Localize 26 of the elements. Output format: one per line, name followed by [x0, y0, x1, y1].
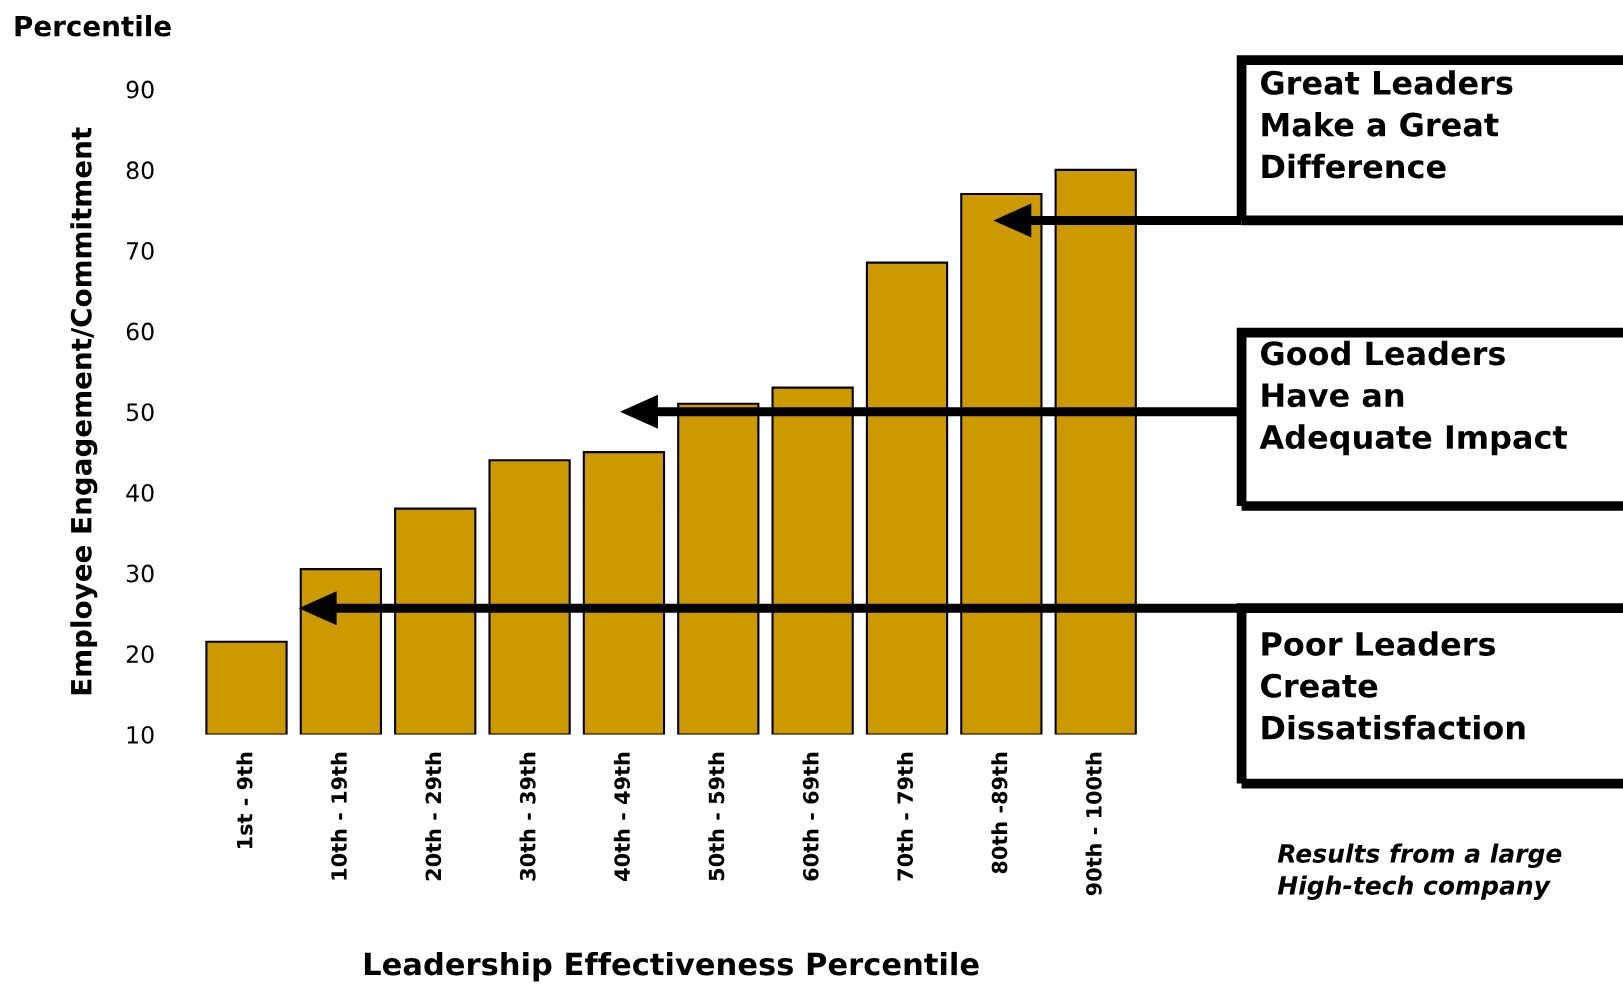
y-tick-label: 70	[127, 241, 154, 260]
y-tick-label: 90	[126, 80, 154, 99]
x-tick-label: 30th - 39th	[519, 752, 536, 881]
text: Poor Leaders Create Dissatisfaction	[1261, 631, 1525, 740]
x-tick-label: 60th - 69th	[802, 752, 819, 881]
x-tick-label: 90th - 100th	[1085, 752, 1102, 896]
text: Great Leaders Make a Great Difference	[1261, 70, 1513, 179]
y-tick-label: 40	[126, 483, 154, 502]
x-tick-label: 40th - 49th	[613, 752, 630, 881]
text: Results from a large High-tech company	[1277, 843, 1562, 900]
x-axis-title: Leadership Effectiveness Percentile	[364, 951, 979, 982]
y-axis-title: Employee Engagement/Commitment	[70, 127, 98, 695]
y-tick-label: 50	[126, 403, 154, 422]
x-tick-label: 70th - 79th	[896, 752, 914, 881]
text: Good Leaders Have an Adequate Impact	[1259, 340, 1567, 456]
y-tick-label: 20	[126, 645, 154, 664]
x-tick-label: 20th - 29th	[425, 752, 442, 881]
y-tick-label: 60	[126, 322, 154, 341]
y-tick-label: 30	[126, 564, 154, 583]
x-tick-label: 10th - 19th	[330, 752, 347, 880]
x-tick-label: 1st - 9th	[236, 752, 253, 849]
x-tick-label: 50th - 59th	[708, 752, 725, 881]
x-tick-label: 80th -89th	[991, 752, 1008, 874]
y-tick-label: 80	[126, 161, 154, 180]
text: Percentile	[15, 15, 171, 37]
y-tick-label: 10	[127, 725, 154, 744]
